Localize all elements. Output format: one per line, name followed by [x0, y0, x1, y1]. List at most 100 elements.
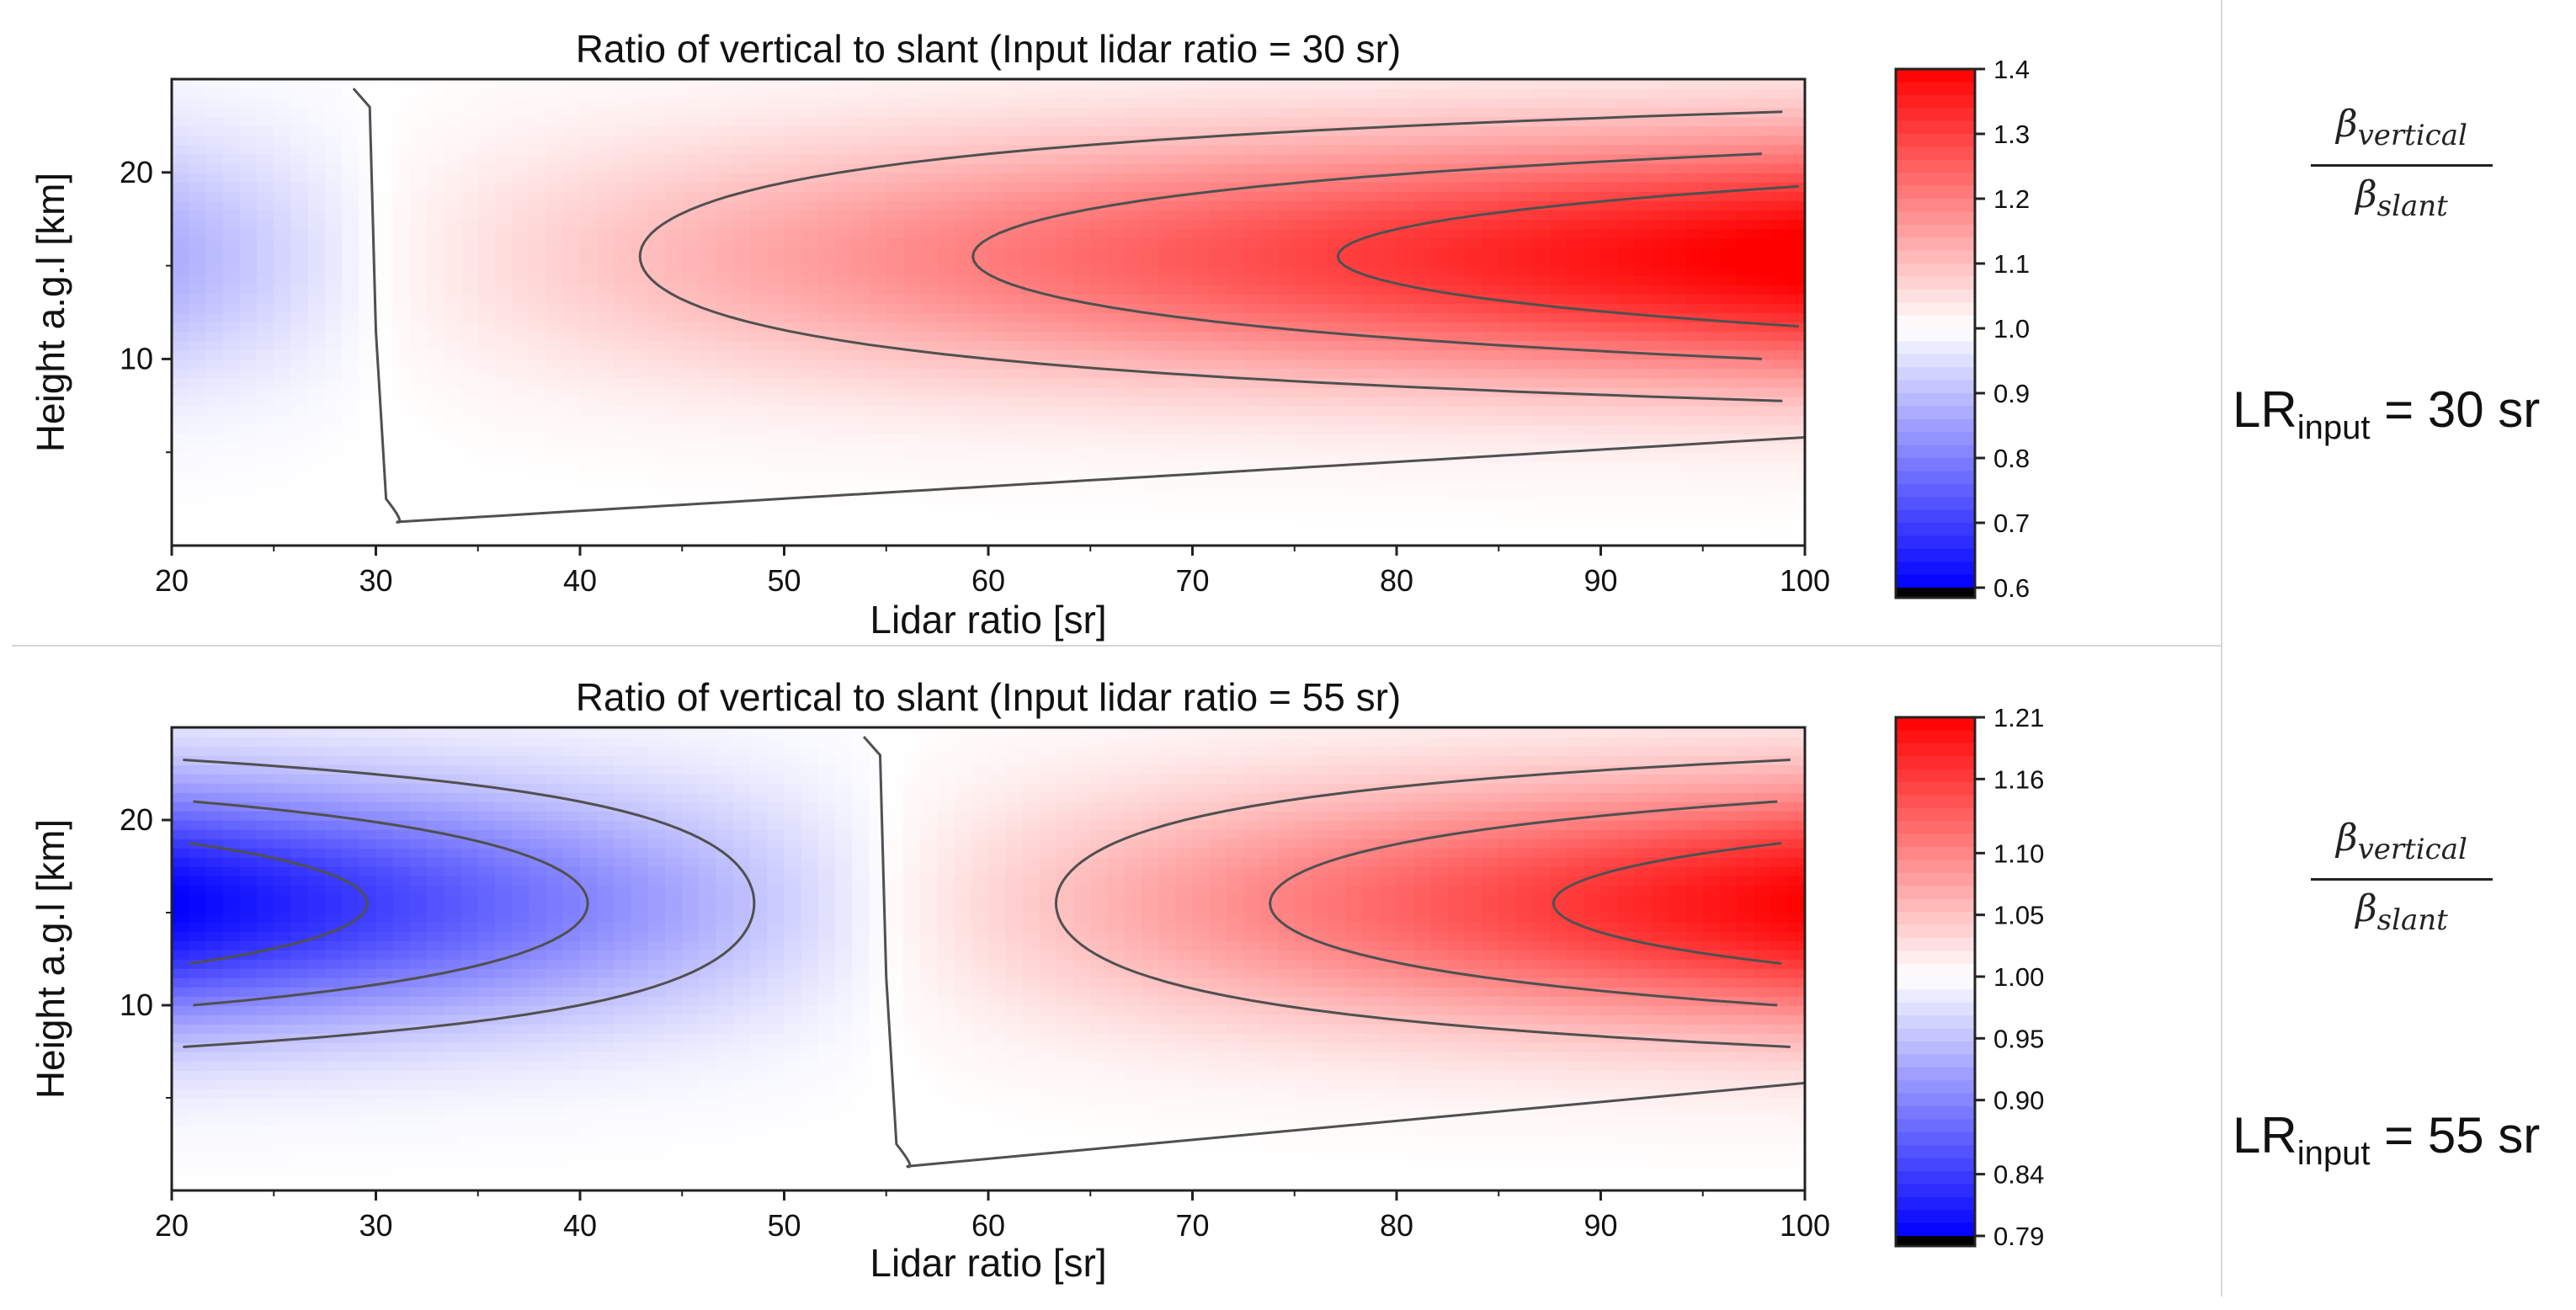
field-cell: [274, 322, 292, 332]
field-cell: [460, 340, 479, 351]
field-cell: [359, 116, 377, 127]
field-cell: [1379, 284, 1397, 295]
field-cell: [239, 322, 258, 332]
field-cell: [1158, 452, 1177, 463]
field-cell: [580, 284, 599, 295]
field-cell: [1754, 79, 1772, 89]
field-cell: [189, 977, 207, 988]
field-cell: [1277, 535, 1296, 546]
field-cell: [1209, 116, 1227, 127]
field-cell: [1600, 237, 1619, 248]
field-cell: [937, 414, 955, 425]
field-cell: [886, 414, 904, 425]
field-cell: [1039, 247, 1057, 258]
field-cell: [988, 265, 1007, 276]
field-cell: [682, 153, 700, 164]
field-cell: [647, 107, 666, 118]
field-cell: [1328, 322, 1347, 332]
field-cell: [477, 125, 496, 136]
field-cell: [1073, 414, 1092, 425]
field-cell: [205, 284, 224, 295]
field-cell: [257, 386, 275, 397]
field-cell: [852, 190, 870, 201]
field-cell: [427, 377, 445, 388]
field-cell: [392, 135, 411, 146]
field-cell: [1702, 377, 1721, 388]
field-cell: [1464, 107, 1482, 118]
field-cell: [1345, 181, 1364, 192]
field-cell: [1277, 237, 1296, 248]
field-cell: [886, 219, 904, 230]
field-cell: [562, 498, 581, 509]
field-cell: [1498, 517, 1517, 528]
field-cell: [1482, 423, 1500, 434]
field-cell: [257, 293, 275, 304]
field-cell: [699, 386, 717, 397]
field-cell: [274, 535, 292, 546]
field-cell: [1056, 461, 1074, 472]
field-cell: [444, 200, 462, 210]
field-cell: [665, 200, 684, 210]
field-cell: [852, 125, 870, 136]
field-cell: [1652, 144, 1670, 155]
field-cell: [1022, 368, 1041, 379]
field-cell: [614, 414, 632, 425]
field-cell: [1669, 498, 1687, 509]
field-cell: [1379, 274, 1397, 285]
field-cell: [546, 265, 564, 276]
field-cell: [1022, 434, 1041, 444]
field-cell: [971, 331, 989, 342]
field-cell: [1328, 349, 1347, 360]
field-cell: [290, 498, 309, 509]
field-cell: [1464, 116, 1482, 127]
field-cell: [1005, 517, 1024, 528]
field-cell: [1005, 526, 1024, 537]
colorbar-segment: [1896, 367, 1975, 381]
field-cell: [920, 386, 939, 397]
field-cell: [1209, 517, 1227, 528]
field-cell: [1397, 508, 1415, 519]
field-cell: [716, 116, 734, 127]
field-cell: [1073, 452, 1092, 463]
field-cell: [1567, 116, 1585, 127]
field-cell: [257, 312, 275, 322]
field-cell: [971, 312, 989, 322]
field-cell: [1141, 181, 1159, 192]
field-cell: [1141, 247, 1159, 258]
field-cell: [954, 190, 972, 201]
field-cell: [1362, 423, 1381, 434]
field-cell: [817, 452, 836, 463]
field-cell: [257, 498, 275, 509]
field-cell: [1056, 107, 1074, 118]
field-cell: [784, 349, 802, 360]
field-cell: [1379, 498, 1397, 509]
colorbar-frame: [1894, 67, 1977, 599]
field-cell: [1056, 349, 1074, 360]
field-cell: [562, 79, 581, 89]
field-cell: [1022, 125, 1041, 136]
field-cell: [954, 396, 972, 407]
field-cell: [1737, 452, 1755, 463]
field-cell: [1277, 377, 1296, 388]
field-cell: [1311, 349, 1329, 360]
field-cell: [1107, 508, 1126, 519]
field-cell: [1583, 498, 1602, 509]
field-cell: [1141, 265, 1159, 276]
field-cell: [274, 331, 292, 342]
field-cell: [1498, 322, 1517, 332]
field-cell: [614, 256, 632, 267]
field-cell: [172, 144, 190, 155]
field-cell: [444, 508, 462, 519]
field-cell: [1770, 452, 1789, 463]
field-cell: [835, 517, 854, 528]
field-cell: [1124, 377, 1142, 388]
field-cell: [1482, 368, 1500, 379]
field-cell: [699, 480, 717, 491]
field-cell: [172, 737, 190, 747]
field-cell: [1413, 237, 1432, 248]
field-cell: [937, 368, 955, 379]
field-cell: [954, 265, 972, 276]
field-cell: [1107, 480, 1126, 491]
field-cell: [1175, 526, 1194, 537]
colorbar-segment: [1896, 185, 1975, 200]
